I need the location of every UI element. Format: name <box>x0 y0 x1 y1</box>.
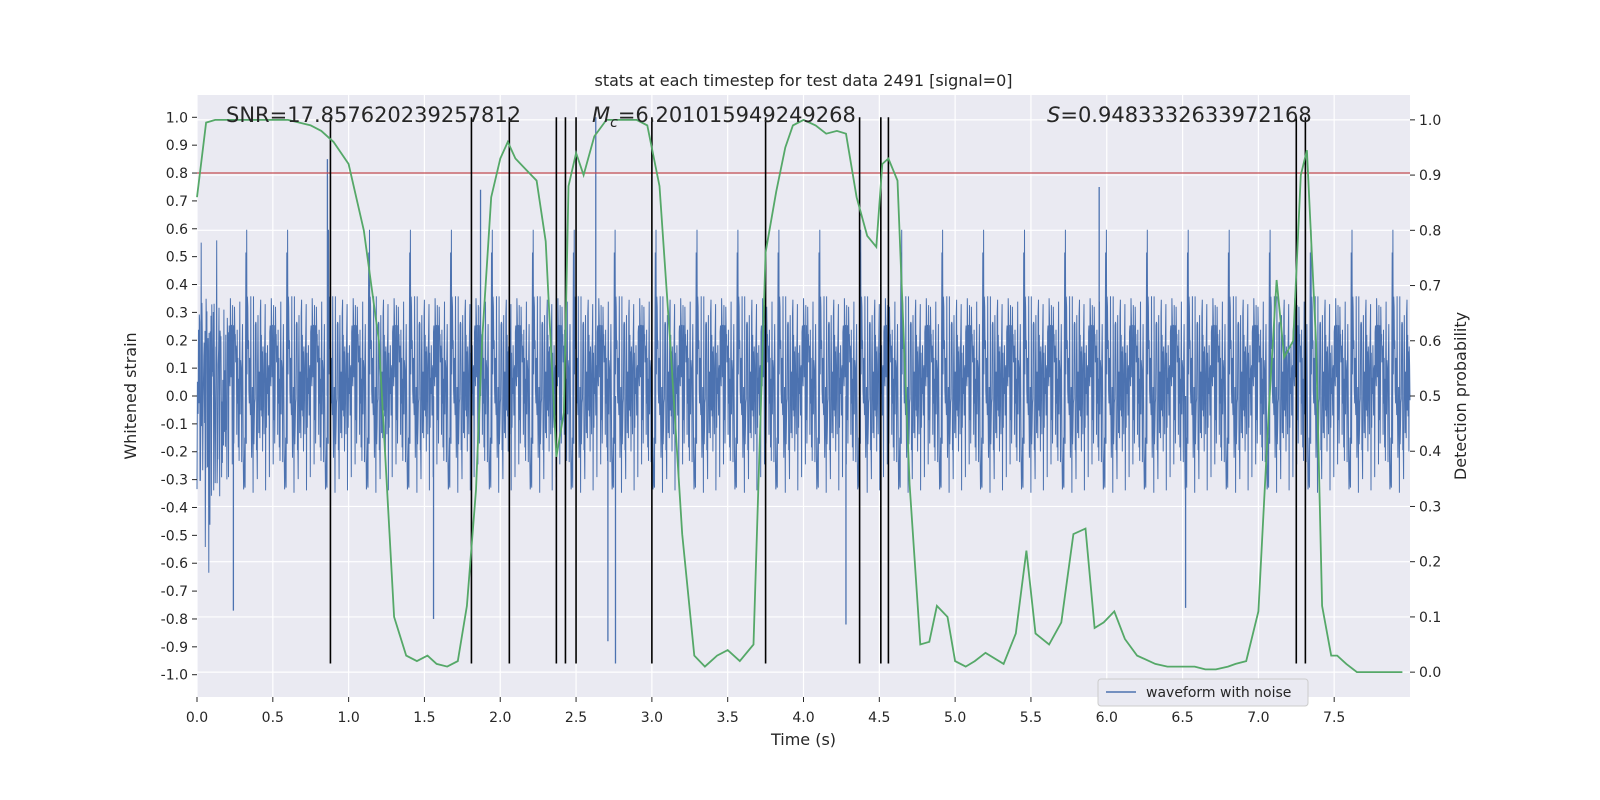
legend-label: waveform with noise <box>1146 685 1291 701</box>
chart-title: stats at each timestep for test data 249… <box>594 71 1012 90</box>
axes: 1.0 0.9 0.8 0.7 0.6 0.5 0.4 0.3 0.2 0.1 0.0 -0.1 -0.… <box>161 110 1442 726</box>
annotation-s: S=0.9483332633972168 <box>1047 103 1312 127</box>
y-left-tick-label: 0.9 <box>166 138 188 154</box>
x-tick-label: 1.5 <box>413 710 435 726</box>
y-right-tick-label: 0.5 <box>1419 389 1441 405</box>
y-right-tick-label: 0.9 <box>1419 168 1441 184</box>
y-axis-left-label: Whitened strain <box>121 332 140 459</box>
y-left-tick-label: -0.1 <box>161 417 188 433</box>
y-left-tick-label: -0.8 <box>161 612 188 628</box>
series-waveform-with-noise <box>196 117 1411 664</box>
x-tick-label: 0.5 <box>262 710 284 726</box>
x-tick-label: 7.0 <box>1247 710 1269 726</box>
y-left-tick-label: -0.2 <box>161 445 188 461</box>
x-tick-label: 6.5 <box>1171 710 1193 726</box>
y-left-tick-label: 0.7 <box>166 194 188 210</box>
x-tick-label: 4.0 <box>792 710 814 726</box>
y-right-tick-label: 0.6 <box>1419 334 1441 350</box>
legend: waveform with noise <box>1097 678 1309 707</box>
annotation-s-symbol: S <box>1047 103 1060 127</box>
legend-box <box>1097 678 1309 707</box>
annotation-mc-symbol: M <box>592 103 610 127</box>
x-tick-label: 5.0 <box>944 710 966 726</box>
vertical-markers <box>329 117 1307 664</box>
y-right-tick-label: 0.1 <box>1419 610 1441 626</box>
y-left-tick-label: 0.0 <box>166 389 188 405</box>
probability-line <box>196 118 1403 673</box>
y-left-tick-label: -0.5 <box>161 528 188 544</box>
y-right-tick-label: 0.4 <box>1419 444 1441 460</box>
x-tick-label: 0.0 <box>186 710 208 726</box>
x-tick-label: 5.5 <box>1020 710 1042 726</box>
annotation-chirp-mass: Mc=6.201015949249268 <box>592 103 856 131</box>
y-left-tick-label: 0.4 <box>166 278 188 294</box>
y-left-tick-label: -0.3 <box>161 473 188 489</box>
x-tick-label: 3.5 <box>717 710 739 726</box>
annotation-s-value: =0.9483332633972168 <box>1060 103 1311 127</box>
y-left-tick-label: 0.6 <box>166 222 188 238</box>
y-right-tick-label: 0.7 <box>1419 279 1441 295</box>
y-right-tick-label: 0.2 <box>1419 555 1441 571</box>
y-left-tick-label: -0.4 <box>161 500 188 516</box>
y-left-tick-label: 0.3 <box>166 305 188 321</box>
y-left-tick-label: 0.5 <box>166 250 188 266</box>
y-left-tick-label: -0.6 <box>161 556 188 572</box>
y-left-tick-label: -1.0 <box>161 668 188 684</box>
x-tick-label: 3.0 <box>641 710 663 726</box>
y-left-tick-label: 0.8 <box>166 166 188 182</box>
waveform-line <box>196 229 1411 573</box>
x-tick-label: 1.0 <box>337 710 359 726</box>
y-left-tick-label: 0.1 <box>166 361 188 377</box>
series-detection-probability <box>196 118 1403 673</box>
y-right-tick-label: 1.0 <box>1419 113 1441 129</box>
x-tick-label: 6.0 <box>1096 710 1118 726</box>
x-axis-label: Time (s) <box>770 730 836 749</box>
y-left-tick-label: -0.7 <box>161 584 188 600</box>
y-left-tick-label: 1.0 <box>166 110 188 126</box>
y-right-tick-label: 0.8 <box>1419 223 1441 239</box>
y-left-tick-label: -0.9 <box>161 640 188 656</box>
x-tick-label: 7.5 <box>1323 710 1345 726</box>
annotation-snr: SNR=17.857620239257812 <box>226 103 521 127</box>
annotation-mc-value: =6.201015949249268 <box>618 103 856 127</box>
y-right-tick-label: 0.3 <box>1419 499 1441 515</box>
annotation-mc-subscript: c <box>610 115 618 131</box>
x-tick-label: 4.5 <box>868 710 890 726</box>
x-tick-label: 2.0 <box>489 710 511 726</box>
y-right-tick-label: 0.0 <box>1419 665 1441 681</box>
y-axis-right-label: Detection probability <box>1451 312 1470 480</box>
y-left-tick-label: 0.2 <box>166 333 188 349</box>
x-tick-label: 2.5 <box>565 710 587 726</box>
